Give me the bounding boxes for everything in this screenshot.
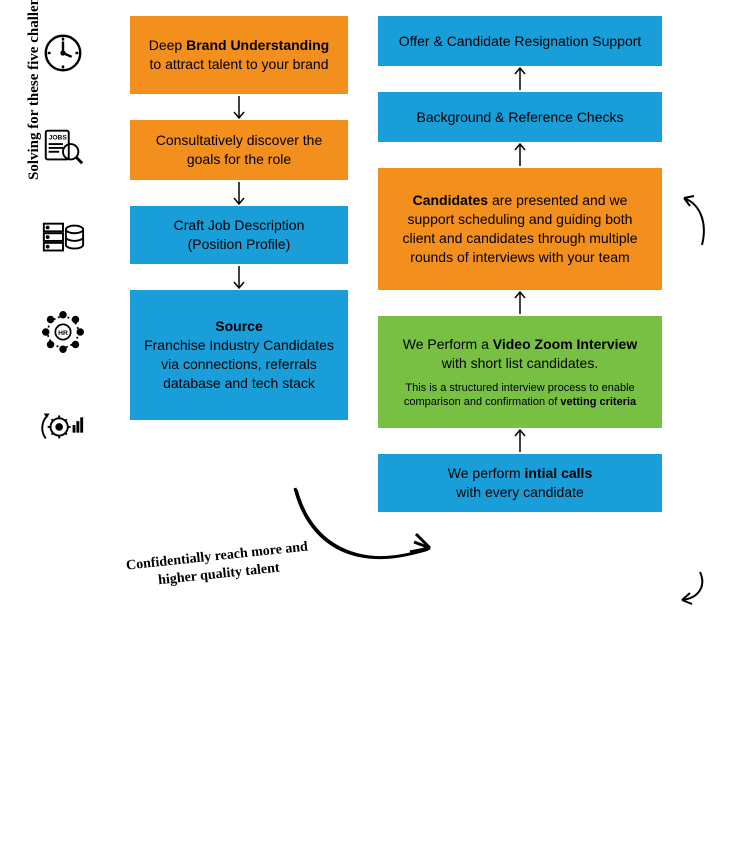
box-offer: Offer & Candidate Resignation Support [378, 16, 662, 66]
filter-arrow-top [672, 190, 712, 250]
box-jobdesc: Craft Job Description(Position Profile) [130, 206, 348, 264]
box-goals: Consultatively discover the goals for th… [130, 120, 348, 180]
box-candidates: Candidates are presented and we support … [378, 168, 662, 290]
svg-text:JOBS: JOBS [49, 134, 68, 141]
gear-process-icon [40, 402, 86, 453]
arrow-up [378, 290, 662, 316]
arrow-up [378, 66, 662, 92]
box-source: SourceFranchise Industry Candidates via … [130, 290, 348, 420]
arrow-down [130, 264, 348, 290]
arrow-down [130, 94, 348, 120]
icon-column: JOBS HR [40, 30, 86, 453]
hr-network-icon: HR [40, 309, 86, 360]
jobs-search-icon: JOBS [40, 123, 86, 174]
box-video: We Perform a Video Zoom Interview with s… [378, 316, 662, 428]
box-initial: We perform intial callswith every candid… [378, 454, 662, 512]
database-server-icon [40, 216, 86, 267]
left-column: Deep Brand Understanding to attract tale… [130, 16, 348, 420]
filter-arrow-bottom [672, 570, 712, 610]
box-brand: Deep Brand Understanding to attract tale… [130, 16, 348, 94]
arrow-up [378, 142, 662, 168]
box-background: Background & Reference Checks [378, 92, 662, 142]
flowchart-container: Solving for these five challenges Filter… [0, 0, 748, 666]
svg-text:HR: HR [58, 330, 68, 337]
arrow-down [130, 180, 348, 206]
clock-icon [40, 30, 86, 81]
arrow-up [378, 428, 662, 454]
right-column: Offer & Candidate Resignation Support Ba… [378, 16, 662, 512]
hand-arrow-label: Confidentially reach more and higher qua… [107, 537, 330, 596]
